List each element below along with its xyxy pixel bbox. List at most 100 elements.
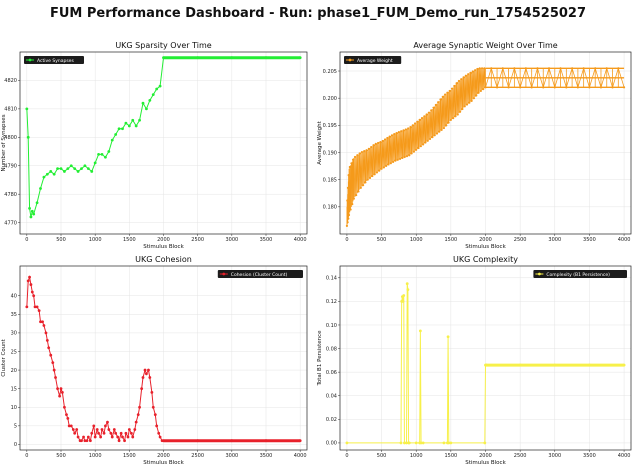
- y-tick-label: 4800: [4, 135, 17, 141]
- legend-box: [344, 56, 402, 64]
- data-point: [464, 74, 467, 77]
- plot-frame: [19, 265, 308, 451]
- series-cohesion-cluster-count-: [25, 275, 302, 443]
- data-point: [442, 441, 446, 445]
- data-point: [28, 207, 31, 210]
- data-point: [73, 167, 77, 170]
- data-point: [151, 93, 155, 97]
- y-tick-label: 0.185: [323, 177, 337, 183]
- data-point: [483, 441, 487, 445]
- x-tick-label: 500: [56, 453, 66, 459]
- x-axis-label: Stimulus Block: [143, 460, 184, 466]
- data-point: [396, 158, 399, 161]
- data-point: [145, 107, 148, 111]
- data-point: [356, 154, 359, 157]
- x-tick-label: 1000: [89, 237, 102, 243]
- x-tick-label: 2000: [479, 237, 492, 243]
- data-point: [403, 441, 406, 445]
- data-point: [58, 394, 62, 398]
- data-point: [365, 149, 368, 152]
- data-point: [80, 439, 83, 443]
- data-point: [421, 441, 425, 445]
- data-point: [59, 387, 63, 391]
- data-point: [402, 294, 406, 297]
- x-tick-label: 0: [25, 453, 28, 459]
- data-point: [346, 199, 349, 202]
- data-point: [42, 324, 46, 327]
- data-point: [382, 166, 385, 169]
- data-point: [345, 441, 349, 445]
- data-point: [75, 428, 79, 431]
- data-point: [41, 320, 44, 324]
- data-point: [366, 178, 369, 181]
- data-point: [423, 115, 426, 118]
- data-point: [76, 435, 80, 439]
- y-tick-label: 4770: [4, 220, 17, 226]
- data-point: [76, 170, 80, 173]
- x-tick-label: 0: [25, 237, 28, 243]
- legend-label: Average Weight: [357, 58, 393, 64]
- data-point: [49, 353, 53, 357]
- data-point: [456, 113, 459, 116]
- data-point: [445, 124, 448, 127]
- data-point: [435, 132, 439, 135]
- x-tick-label: 4000: [618, 453, 631, 459]
- x-tick-label: 1500: [123, 237, 136, 243]
- legend: Active Synapses: [24, 56, 84, 64]
- y-tick-label: 30: [11, 331, 17, 337]
- data-point: [52, 368, 56, 372]
- x-tick-label: 3000: [548, 453, 561, 459]
- legend: Cohesion (Cluster Count): [217, 270, 303, 278]
- data-point: [353, 155, 357, 159]
- data-point: [370, 145, 373, 149]
- x-tick-label: 2000: [479, 453, 492, 459]
- data-point: [471, 70, 474, 73]
- data-point: [363, 150, 366, 153]
- dashboard-title: FUM Performance Dashboard - Run: phase1_…: [49, 6, 586, 21]
- legend-box: [217, 270, 303, 278]
- data-point: [415, 148, 418, 151]
- y-tick-label: 0.205: [323, 69, 337, 75]
- data-point: [379, 140, 382, 144]
- y-tick-label: 40: [11, 294, 17, 300]
- data-point: [427, 111, 431, 114]
- data-point: [102, 431, 106, 435]
- data-point: [150, 390, 154, 394]
- data-point: [44, 331, 48, 335]
- data-point: [71, 428, 75, 431]
- x-tick-label: 0: [345, 453, 348, 459]
- data-point: [83, 164, 87, 168]
- data-point: [348, 165, 351, 169]
- legend-label: Complexity (B1 Persistence): [546, 272, 610, 278]
- data-point: [350, 162, 353, 165]
- data-point: [90, 431, 94, 435]
- data-point: [33, 305, 37, 309]
- data-point: [347, 217, 350, 220]
- y-tick-label: 25: [11, 349, 17, 355]
- data-point: [51, 361, 55, 365]
- data-point: [425, 113, 428, 116]
- data-point: [422, 143, 425, 146]
- x-tick-label: 3000: [225, 237, 238, 243]
- data-point: [351, 158, 355, 161]
- legend-swatch-marker: [222, 272, 226, 276]
- data-point: [116, 435, 120, 439]
- data-point: [372, 144, 375, 147]
- data-point: [131, 118, 135, 122]
- data-point: [32, 294, 36, 298]
- data-point: [440, 128, 443, 131]
- data-point: [390, 134, 394, 137]
- data-point: [426, 139, 429, 142]
- data-point: [127, 124, 131, 128]
- data-point: [141, 376, 145, 379]
- data-point: [117, 127, 121, 131]
- data-point: [47, 346, 51, 350]
- x-axis-label: Stimulus Block: [143, 244, 184, 250]
- data-point: [447, 121, 450, 124]
- data-point: [30, 290, 34, 294]
- data-point: [349, 208, 352, 211]
- legend-swatch-marker: [348, 58, 352, 62]
- data-point: [347, 213, 351, 217]
- data-point: [25, 305, 29, 309]
- data-point: [381, 139, 384, 143]
